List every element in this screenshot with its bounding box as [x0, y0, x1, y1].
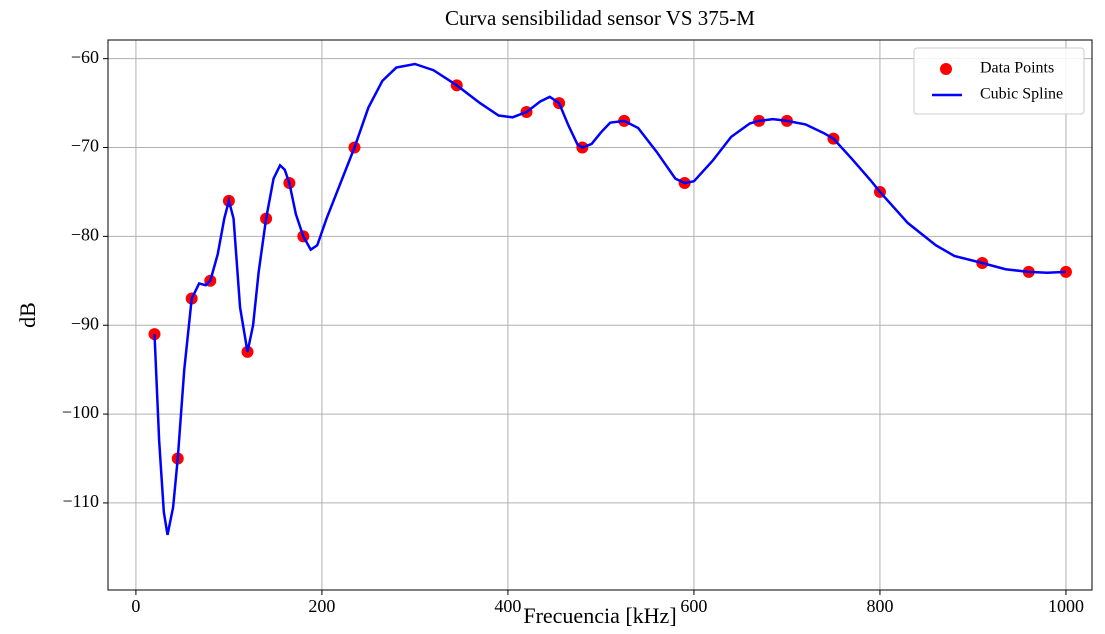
y-tick-label: −100 — [62, 402, 99, 422]
x-tick-label: 600 — [680, 596, 707, 616]
x-tick-label: 800 — [866, 596, 893, 616]
x-tick-label: 1000 — [1048, 596, 1084, 616]
x-tick-label: 0 — [131, 596, 140, 616]
legend-label: Data Points — [980, 60, 1054, 77]
legend-marker — [940, 63, 952, 75]
y-tick-label: −80 — [71, 224, 99, 244]
legend-label: Cubic Spline — [980, 86, 1063, 103]
y-tick-label: −90 — [71, 313, 99, 333]
chart-title: Curva sensibilidad sensor VS 375-M — [445, 6, 755, 30]
y-tick-label: −60 — [71, 47, 99, 67]
y-tick-label: −110 — [63, 491, 99, 511]
x-tick-label: 200 — [308, 596, 335, 616]
x-tick-label: 400 — [494, 596, 521, 616]
plot-frame — [107, 39, 1093, 591]
spline-line — [153, 62, 1067, 536]
y-tick-label: −70 — [71, 136, 99, 156]
y-axis-label: dB — [15, 302, 40, 328]
x-axis-label: Frecuencia [kHz] — [523, 603, 676, 628]
legend-box — [913, 47, 1085, 115]
